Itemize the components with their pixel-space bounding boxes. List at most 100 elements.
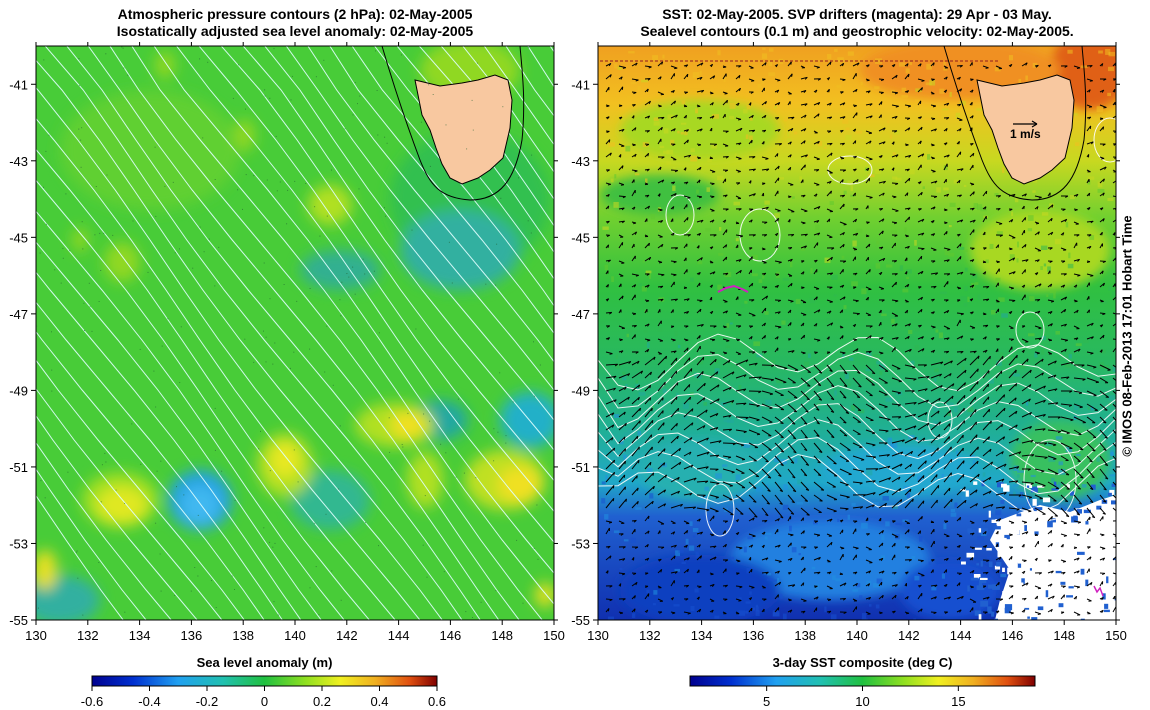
lat-tick-label: -47 (9, 307, 28, 322)
mask-speckle-dot (1057, 542, 1061, 546)
lat-tick-label: -47 (571, 307, 590, 322)
velocity-arrowhead (842, 79, 846, 82)
pressure-contour (153, 46, 554, 574)
velocity-arrowhead (1066, 488, 1070, 490)
mask-speckle-dot (976, 563, 979, 566)
velocity-arrowhead (893, 222, 898, 225)
velocity-arrow (982, 396, 990, 405)
sst-speckle-dot (769, 359, 775, 366)
velocity-arrowhead (687, 612, 691, 615)
velocity-arrowhead (996, 338, 1000, 341)
sst-speckle-dot (803, 157, 806, 162)
velocity-arrowhead (686, 530, 689, 534)
sst-speckle-dot (934, 368, 939, 373)
stipple-dot (54, 269, 56, 271)
sst-speckle-dot (652, 404, 655, 410)
velocity-arrowhead (958, 103, 962, 107)
sst-speckle-dot (850, 185, 853, 192)
velocity-arrow (735, 127, 743, 132)
velocity-arrowhead (816, 66, 820, 69)
velocity-arrow (774, 481, 784, 492)
velocity-arrowhead (651, 501, 654, 505)
velocity-arrow (1086, 442, 1096, 452)
velocity-arrowhead (1036, 517, 1039, 521)
velocity-arrowhead (789, 247, 793, 250)
velocity-arrowhead (1077, 258, 1080, 262)
sst-speckle-dot (1113, 229, 1116, 233)
velocity-arrowhead (1089, 556, 1092, 560)
velocity-arrow (631, 396, 640, 405)
sst-speckle-dot (964, 286, 968, 292)
velocity-arrowhead (685, 339, 689, 342)
velocity-arrow (1099, 364, 1111, 371)
lon-tick-label: 144 (950, 628, 972, 643)
velocity-arrow (826, 390, 835, 401)
velocity-arrowhead (828, 130, 832, 133)
stipple-dot (94, 234, 96, 236)
sst-speckle-dot (1073, 404, 1079, 410)
velocity-arrowhead (829, 301, 833, 303)
velocity-arrowhead (661, 546, 665, 550)
sst-speckle-dot (976, 108, 983, 111)
velocity-arrow (904, 216, 910, 223)
velocity-arrowhead (636, 435, 639, 440)
velocity-arrowhead (938, 421, 941, 425)
velocity-arrowhead (778, 326, 782, 329)
velocity-arrow (1047, 374, 1057, 379)
velocity-arrowhead (619, 339, 623, 342)
velocity-arrowhead (984, 531, 987, 535)
sst-speckle-dot (710, 409, 717, 413)
velocity-arrowhead (607, 183, 611, 186)
sst-speckle-dot (848, 357, 854, 361)
velocity-arrowhead (1090, 275, 1094, 277)
stipple-dot (309, 587, 311, 589)
velocity-arrowhead (777, 570, 780, 574)
sst-speckle-dot (666, 161, 672, 165)
velocity-arrow (605, 424, 615, 431)
velocity-arrow (930, 540, 935, 548)
velocity-arrow (943, 395, 954, 405)
velocity-arrowhead (829, 369, 833, 372)
velocity-arrowhead (713, 325, 717, 328)
velocity-arrow (748, 455, 757, 462)
sst-speckle-dot (673, 476, 677, 482)
sst-speckle-dot (769, 48, 774, 52)
stipple-dot (211, 580, 212, 581)
velocity-arrowhead (777, 218, 779, 222)
velocity-arrowhead (804, 500, 808, 502)
stipple-dot (172, 181, 174, 183)
velocity-arrow (709, 398, 720, 405)
velocity-arrowhead (1023, 560, 1027, 563)
velocity-arrowhead (921, 87, 923, 91)
velocity-arrowhead (1023, 598, 1027, 601)
velocity-arrowhead (1010, 338, 1014, 342)
sst-speckle-dot (649, 493, 654, 499)
sst-speckle-dot (861, 288, 867, 295)
sealevel-contour (665, 194, 695, 236)
velocity-arrow (1021, 507, 1032, 512)
sst-speckle-dot (994, 193, 999, 197)
velocity-arrow (904, 377, 917, 380)
velocity-arrow (644, 461, 652, 470)
velocity-arrowhead (971, 102, 973, 106)
colorbar-tick-label: 15 (951, 694, 965, 709)
sst-speckle-dot (1041, 335, 1046, 341)
velocity-arrowhead (791, 501, 795, 504)
velocity-arrow (943, 423, 951, 431)
velocity-arrowhead (913, 378, 917, 381)
velocity-arrowhead (648, 100, 651, 105)
velocity-arrowhead (1103, 421, 1107, 424)
mask-speckle-dot (979, 577, 987, 583)
stipple-dot (265, 336, 267, 338)
velocity-arrowhead (879, 612, 883, 615)
stipple-dot (272, 363, 274, 365)
velocity-arrowhead (698, 608, 702, 613)
sealevel-contour (705, 483, 735, 537)
velocity-arrow (839, 429, 848, 437)
velocity-arrow (956, 460, 965, 470)
velocity-arrowhead (685, 598, 689, 601)
velocity-arrowhead (749, 597, 753, 601)
velocity-arrowhead (919, 116, 922, 120)
velocity-arrowhead (815, 89, 818, 93)
velocity-arrowhead (1010, 219, 1014, 223)
